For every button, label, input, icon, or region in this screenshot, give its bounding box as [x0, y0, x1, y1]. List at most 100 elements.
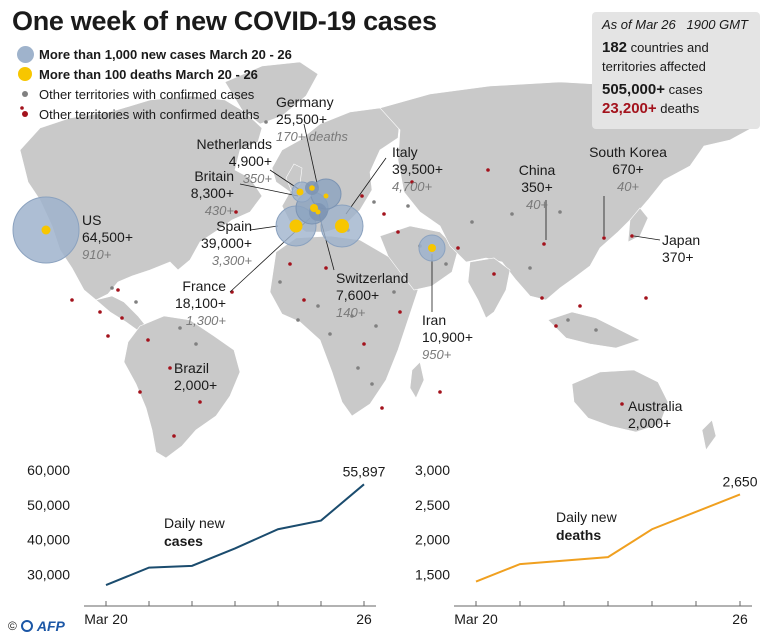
country-deaths: 4,700+ [392, 179, 433, 194]
red-dot-icon [22, 111, 28, 117]
country-cases: 350+ [521, 179, 553, 195]
country-cases: 8,300+ [190, 185, 234, 201]
death-dot [644, 296, 648, 300]
country-name: South Korea [589, 144, 667, 160]
x-tick-label: Mar 20 [454, 611, 498, 627]
copyright-symbol: © [8, 619, 17, 633]
afp-logo-icon [20, 620, 33, 632]
death-dot [360, 194, 364, 198]
country-deaths: 170+ deaths [276, 129, 348, 144]
y-tick-label: 3,000 [415, 462, 450, 478]
chart-annotation: Daily new [556, 509, 618, 525]
death-dot [542, 242, 546, 246]
death-dot [410, 180, 414, 184]
greenland [224, 61, 319, 125]
yellow-circle-icon [18, 67, 32, 81]
death-dot [396, 230, 400, 234]
country-cases: 4,900+ [228, 153, 272, 169]
country-cases: 39,000+ [201, 235, 252, 251]
label-china: China 350+ 40+ [510, 162, 564, 213]
death-dot [172, 434, 176, 438]
case-dot [594, 328, 598, 332]
country-cases: 670+ [612, 161, 644, 177]
death-dot [106, 334, 110, 338]
case-dot [356, 366, 360, 370]
death-dot [234, 210, 238, 214]
country-name: Britain [194, 168, 234, 184]
as-of-line: As of Mar 26 1900 GMT [602, 17, 750, 32]
country-name: Germany [276, 94, 334, 110]
country-name: Switzerland [336, 270, 409, 286]
southeast-asia [547, 311, 641, 349]
country-cases: 2,000+ [628, 415, 672, 431]
country-deaths: 910+ [82, 247, 112, 262]
death-dot [540, 296, 544, 300]
death-markers [41, 185, 436, 252]
cases-line: 505,000+ cases [602, 80, 750, 99]
iran-death-marker [428, 244, 436, 252]
death-dot [602, 236, 606, 240]
death-dot [198, 400, 202, 404]
y-tick-label: 2,500 [415, 497, 450, 513]
afp-brand: AFP [36, 618, 65, 634]
label-brazil: Brazil 2,000+ [174, 360, 217, 394]
new-zealand [701, 419, 717, 451]
case-dot [328, 332, 332, 336]
case-dot [370, 382, 374, 386]
country-deaths: 430+ [204, 203, 234, 218]
death-dot [380, 406, 384, 410]
y-tick-label: 30,000 [27, 567, 70, 583]
x-tick-label: Mar 20 [84, 611, 128, 627]
case-dot [278, 280, 282, 284]
data-label: 2,650 [722, 473, 757, 489]
country-name: Italy [392, 144, 418, 160]
death-dot [116, 288, 120, 292]
countries-text-2: territories affected [602, 59, 706, 74]
death-dot [288, 262, 292, 266]
central-america [95, 295, 147, 333]
case-dot [392, 290, 396, 294]
label-spain: Spain 39,000+ 3,300+ [190, 218, 252, 269]
y-tick-label: 40,000 [27, 532, 70, 548]
madagascar [409, 361, 425, 399]
series-line [105, 483, 365, 586]
legend-item-deaths: More than 100 deaths March 20 - 26 [14, 64, 292, 84]
us-death-marker [41, 225, 51, 235]
death-dot [620, 402, 624, 406]
series-line [475, 493, 741, 583]
label-switzerland: Switzerland 7,600+ 140+ [336, 270, 408, 321]
x-tick-label: 26 [732, 611, 748, 627]
death-dot [146, 338, 150, 342]
label-britain: Britain 8,300+ 430+ [180, 168, 234, 219]
africa [269, 235, 419, 417]
death-dot [630, 234, 634, 238]
death-dot [168, 366, 172, 370]
country-name: China [518, 162, 556, 178]
country-cases: 18,100+ [175, 295, 226, 311]
legend-label: More than 1,000 new cases March 20 - 26 [39, 46, 292, 62]
death-dot [302, 298, 306, 302]
country-deaths: 40+ [616, 179, 640, 194]
death-dot [20, 106, 24, 110]
countries-count: 182 [602, 39, 628, 56]
world-map [12, 61, 753, 459]
cases-text: cases [668, 82, 703, 97]
death-dot [120, 316, 124, 320]
label-south-korea: South Korea 670+ 40+ [580, 144, 676, 195]
line-charts: 30,000 40,000 50,000 60,000 Mar 20 26 55,897 Da… [27, 462, 758, 627]
chart-annotation: Daily new [164, 515, 226, 531]
countries-text: countries and [630, 40, 709, 55]
x-tick-label: 26 [356, 611, 372, 627]
country-name: France [182, 278, 226, 294]
death-dot [398, 310, 402, 314]
case-dot [444, 262, 448, 266]
country-cases: 64,500+ [82, 229, 133, 245]
country-name: Spain [216, 218, 252, 234]
chart-annotation-bold: cases [164, 533, 203, 549]
death-dot [70, 298, 74, 302]
country-cases: 370+ [662, 249, 694, 265]
chart-annotation-bold: deaths [556, 527, 601, 543]
countries-line: 182 countries and [602, 38, 750, 57]
legend-item-cases: More than 1,000 new cases March 20 - 26 [14, 44, 292, 64]
y-tick-label: 50,000 [27, 497, 70, 513]
